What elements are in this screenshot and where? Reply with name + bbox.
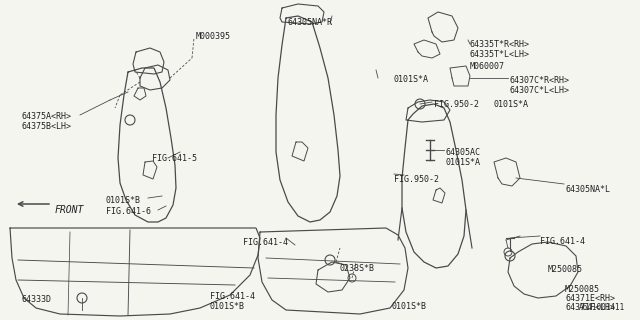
- Text: 64307C*L<LH>: 64307C*L<LH>: [510, 86, 570, 95]
- Text: FIG.950-2: FIG.950-2: [394, 175, 439, 184]
- Text: 64371F<LH>: 64371F<LH>: [565, 303, 615, 312]
- Text: M000395: M000395: [196, 32, 231, 41]
- Text: M060007: M060007: [470, 62, 505, 71]
- Text: 64375A<RH>: 64375A<RH>: [22, 112, 72, 121]
- Text: 64335T*L<LH>: 64335T*L<LH>: [470, 50, 530, 59]
- Text: FIG.641-5: FIG.641-5: [152, 154, 197, 163]
- Text: 0101S*A: 0101S*A: [446, 158, 481, 167]
- Text: 0101S*B: 0101S*B: [392, 302, 427, 311]
- Text: 0101S*A: 0101S*A: [494, 100, 529, 109]
- Text: 0238S*B: 0238S*B: [340, 264, 375, 273]
- Text: FRONT: FRONT: [55, 205, 84, 215]
- Text: 64307C*R<RH>: 64307C*R<RH>: [510, 76, 570, 85]
- Text: 64375B<LH>: 64375B<LH>: [22, 122, 72, 131]
- Text: 64371E<RH>: 64371E<RH>: [565, 294, 615, 303]
- Text: 0101S*B: 0101S*B: [106, 196, 141, 205]
- Text: 0101S*A: 0101S*A: [394, 75, 429, 84]
- Text: FIG.641-6: FIG.641-6: [106, 207, 151, 216]
- Text: FIG.641-4: FIG.641-4: [540, 237, 585, 246]
- Text: A641001411: A641001411: [579, 303, 625, 312]
- Text: FIG.641-4: FIG.641-4: [243, 238, 288, 247]
- Text: 0101S*B: 0101S*B: [210, 302, 245, 311]
- Text: 64333D: 64333D: [22, 295, 52, 304]
- Text: 64335T*R<RH>: 64335T*R<RH>: [470, 40, 530, 49]
- Text: 64305NA*L: 64305NA*L: [566, 185, 611, 194]
- Text: 64305NA*R: 64305NA*R: [288, 18, 333, 27]
- Text: M250085: M250085: [548, 265, 583, 274]
- Text: FIG.950-2: FIG.950-2: [434, 100, 479, 109]
- Text: M250085: M250085: [565, 285, 600, 294]
- Text: 64305AC: 64305AC: [446, 148, 481, 157]
- Text: FIG.641-4: FIG.641-4: [210, 292, 255, 301]
